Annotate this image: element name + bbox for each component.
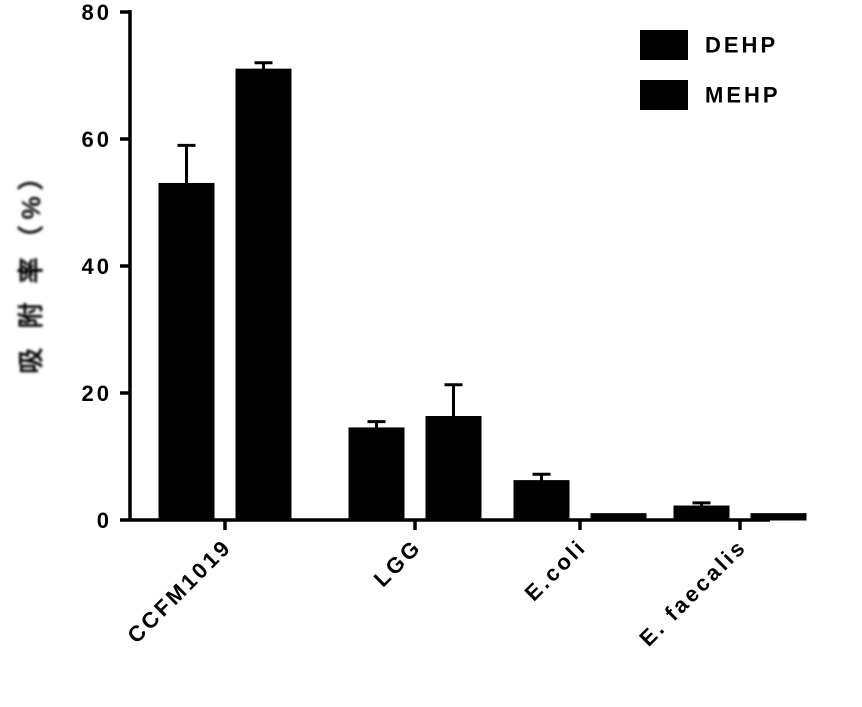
chart-svg: 0 20 40 60 80 吸 附 率（%） CCFM1019 LGG E.coli E. fae… [0, 0, 862, 707]
bar-chart: 0 20 40 60 80 吸 附 率（%） CCFM1019 LGG E.coli E. fae… [0, 0, 862, 707]
svg-text:DEHP: DEHP [705, 33, 778, 58]
svg-text:LGG: LGG [369, 534, 427, 592]
svg-text:80: 80 [82, 0, 112, 25]
svg-text:20: 20 [82, 381, 112, 406]
svg-text:60: 60 [82, 127, 112, 152]
svg-text:0: 0 [97, 508, 112, 533]
svg-text:40: 40 [82, 254, 112, 279]
svg-text:E.coli: E.coli [520, 534, 592, 606]
svg-text:E. faecalis: E. faecalis [634, 534, 751, 651]
svg-text:吸 附 率（%）: 吸 附 率（%） [16, 158, 46, 374]
svg-text:MEHP: MEHP [705, 83, 781, 108]
svg-text:CCFM1019: CCFM1019 [122, 534, 236, 648]
